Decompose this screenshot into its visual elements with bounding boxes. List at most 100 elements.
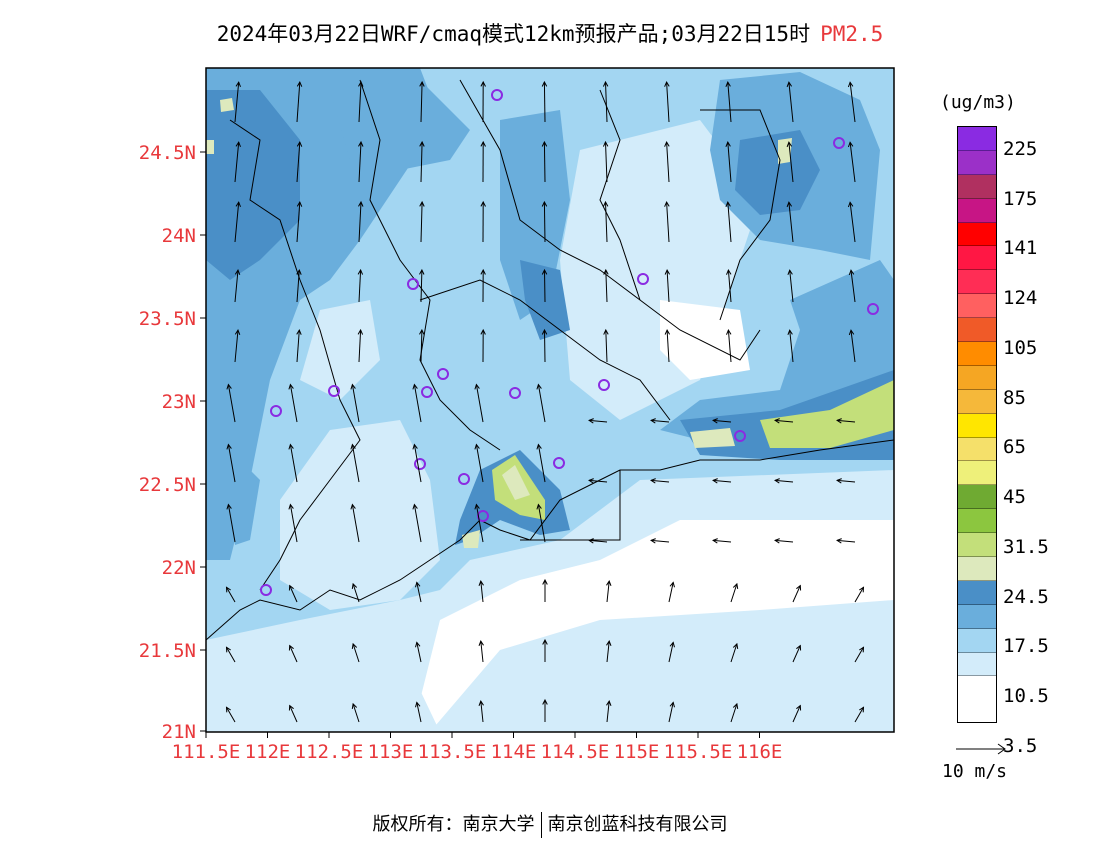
wind-arrow-head: [664, 269, 671, 275]
colorbar-segment: [958, 580, 996, 605]
wind-arrow-shaft: [352, 583, 360, 603]
lon-label: 116E: [737, 741, 783, 763]
wind-arrow-shaft: [849, 202, 856, 243]
wind-arrow-head: [419, 328, 425, 335]
wind-arrow-shaft: [420, 329, 423, 363]
wind-vectors: [225, 80, 865, 723]
wind-arrow-shaft: [727, 82, 732, 123]
wind-arrow-shaft: [358, 201, 362, 243]
wind-arrow-head: [415, 581, 421, 588]
wind-arrow-head: [664, 329, 671, 335]
wind-arrow-shaft: [606, 581, 610, 603]
wind-arrow-head: [350, 383, 356, 390]
wind-arrow-head: [541, 200, 548, 207]
wind-arrow-shaft: [850, 330, 856, 363]
wind-arrow-shaft: [713, 419, 732, 423]
wind-arrow-head: [606, 639, 612, 646]
footer: 版权所有：南京大学 南京创蓝科技有限公司: [0, 810, 1100, 838]
wind-arrow-head: [859, 646, 865, 653]
wind-arrow-head: [602, 140, 609, 147]
wind-arrow-shaft: [854, 707, 864, 723]
footer-divider: [540, 812, 542, 838]
colorbar-segment: [958, 604, 996, 629]
wind-arrow-head: [664, 201, 670, 207]
wind-arrow-head: [225, 586, 231, 593]
wind-arrow-shaft: [837, 539, 856, 543]
colorbar-label: 17.5: [1003, 635, 1049, 658]
wind-arrow-shaft: [351, 444, 360, 483]
wind-arrow-shaft: [420, 269, 423, 303]
wind-arrow-shaft: [413, 444, 422, 483]
wind-arrow-head: [726, 328, 732, 335]
wind-arrow-shaft: [289, 705, 298, 723]
wind-arrow-head: [415, 701, 421, 708]
colorbar-segment: [958, 222, 996, 247]
wind-arrow-shaft: [234, 270, 239, 303]
colorbar-label: 3.5: [1003, 734, 1038, 757]
colorbar-label: 141: [1003, 237, 1038, 260]
wind-arrow-shaft: [420, 201, 423, 243]
colorbar-segment: [958, 318, 996, 343]
wind-arrow-head: [412, 383, 418, 390]
lon-label: 115.5E: [664, 741, 733, 763]
colorbar-segment: [958, 533, 996, 558]
colorbar-segment: [958, 294, 996, 319]
wind-arrow-head: [478, 699, 484, 706]
station-markers: [260, 89, 879, 596]
wind-arrow-head: [288, 503, 294, 510]
title-text: 2024年03月22日WRF/cmaq模式12km预报产品;03月22日15时: [216, 22, 811, 46]
lon-label: 114.5E: [541, 741, 610, 763]
wind-arrow-head: [419, 200, 425, 207]
wind-arrow-shaft: [413, 504, 422, 543]
colorbar: [957, 126, 997, 723]
colorbar-segment: [958, 628, 996, 653]
wind-arrow-head: [726, 268, 732, 275]
wind-arrow-shaft: [226, 707, 236, 723]
lon-label: 112.5E: [295, 741, 364, 763]
wind-arrow-head: [542, 698, 548, 705]
wind-arrow-head: [296, 140, 303, 147]
wind-arrow-head: [412, 443, 418, 450]
wind-arrow-shaft: [651, 539, 670, 543]
colorbar-segment: [958, 509, 996, 534]
wind-arrow-head: [419, 268, 425, 275]
wind-arrow-shaft: [544, 269, 546, 303]
wind-arrow-shaft: [605, 141, 608, 183]
wind-arrow-shaft: [416, 582, 422, 603]
wind-arrow-shaft: [730, 643, 738, 663]
wind-arrow-shaft: [713, 479, 732, 483]
wind-arrow-shaft: [358, 81, 362, 123]
wind-arrow-shaft: [606, 641, 610, 663]
wind-arrow-head: [234, 268, 241, 275]
lon-label: 115E: [614, 741, 660, 763]
wind-arrow-shaft: [605, 81, 608, 123]
wind-arrow-shaft: [792, 585, 801, 603]
lat-label: 24N: [162, 225, 196, 247]
wind-arrow-head: [234, 328, 241, 335]
wind-arrow-shaft: [789, 330, 794, 363]
wind-arrow-head: [541, 328, 548, 335]
colorbar-segment: [958, 461, 996, 486]
wind-arrow-head: [712, 418, 718, 424]
wind-arrow-shaft: [792, 645, 801, 663]
wind-arrow-head: [412, 503, 418, 510]
colorbar-segment: [958, 127, 996, 151]
wind-arrow-shaft: [234, 202, 240, 243]
colorbar-label: 10.5: [1003, 685, 1049, 708]
reference-vector-arrow: [956, 743, 1006, 755]
wind-arrow-head: [847, 81, 854, 88]
wind-arrow-head: [357, 328, 364, 335]
wind-arrow-head: [541, 268, 548, 275]
wind-arrow-head: [536, 383, 542, 390]
colorbar-segment: [958, 676, 996, 701]
wind-arrow-head: [847, 201, 854, 208]
wind-arrow-shaft: [351, 384, 360, 423]
wind-arrow-shaft: [296, 82, 301, 123]
wind-arrow-head: [725, 200, 731, 207]
wind-arrow-shaft: [537, 504, 546, 543]
wind-arrow-shaft: [296, 142, 301, 183]
wind-arrow-shaft: [730, 703, 738, 723]
colorbar-label: 225: [1003, 137, 1038, 160]
wind-arrow-shaft: [234, 82, 240, 123]
